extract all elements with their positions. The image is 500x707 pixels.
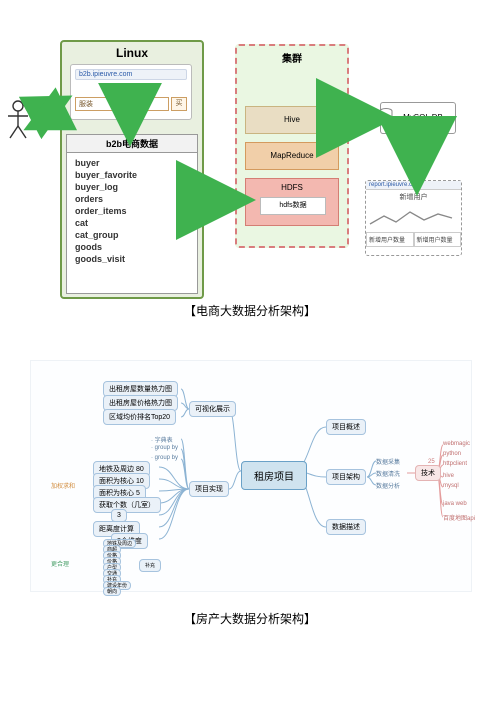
- hdfs-data-box: hdfs数据: [260, 197, 326, 215]
- cluster-region: 集群 Hive MapReduce HDFS hdfs数据: [235, 44, 349, 248]
- arch-subitem: 数据清洗: [376, 469, 400, 478]
- cluster-title: 集群: [237, 50, 347, 65]
- impl-sub2-aux: 补充: [139, 559, 161, 572]
- browser-window: b2b.ipieuvre.com 某电商平台 服装 买: [70, 64, 192, 120]
- report-cell: 新增用户数量: [366, 232, 414, 247]
- arch-subitem: 数据分析: [376, 481, 400, 490]
- table-name: goods: [75, 241, 189, 253]
- impl-item: · group by: [151, 445, 178, 451]
- tech-item: mysql: [443, 483, 459, 489]
- data-source-list: buyerbuyer_favoritebuyer_logordersorder_…: [67, 153, 197, 269]
- fig2-caption: 【房产大数据分析架构】: [0, 610, 500, 627]
- mysql-db-node: MySQL DB: [380, 102, 456, 134]
- data-source-header: b2b电商数据: [67, 135, 197, 153]
- search-input[interactable]: 服装: [75, 97, 169, 111]
- report-cell: 新增用户数量: [414, 232, 462, 247]
- report-chart-title: 新增用户: [366, 190, 461, 204]
- table-name: goods_visit: [75, 253, 189, 265]
- impl-item: · 字典表: [151, 435, 173, 444]
- tech-item: webmagic: [443, 441, 470, 447]
- tech-item: httpclient: [443, 461, 467, 467]
- tech-item: java web: [443, 501, 467, 507]
- table-name: buyer: [75, 157, 189, 169]
- report-url: report.ipieuvre.com: [366, 181, 461, 190]
- vis-item: 区域均价排名Top20: [103, 409, 176, 425]
- tech-node: 技术: [415, 465, 441, 481]
- side-label: 更合理: [51, 559, 69, 568]
- impl-sub2: 朝向: [103, 587, 121, 596]
- data-source-box: b2b电商数据 buyerbuyer_favoritebuyer_logorde…: [66, 134, 198, 294]
- sparkline-icon: [366, 204, 456, 230]
- ecommerce-architecture-diagram: Linux b2b.ipieuvre.com 某电商平台 服装 买 b2b电商数…: [40, 40, 460, 298]
- realestate-architecture-mindmap: 租房项目 项目概述项目架构数据描述 数据采集数据清洗数据分析 技术25 webmagic…: [30, 360, 472, 592]
- mysql-label: MySQL DB: [403, 113, 443, 122]
- table-name: order_items: [75, 205, 189, 217]
- branch-node: 数据描述: [326, 519, 366, 535]
- fig1-caption: 【电商大数据分析架构】: [0, 302, 500, 319]
- table-name: buyer_favorite: [75, 169, 189, 181]
- browser-url: b2b.ipieuvre.com: [75, 69, 187, 80]
- hdfs-label: HDFS: [246, 181, 338, 195]
- mapreduce-layer: MapReduce: [245, 142, 339, 170]
- linux-title: Linux: [62, 46, 202, 60]
- table-name: cat: [75, 217, 189, 229]
- tech-item: python: [443, 451, 461, 457]
- branch-node: 可视化展示: [189, 401, 236, 417]
- side-label: 加权求和: [51, 481, 75, 490]
- branch-node: 项目概述: [326, 419, 366, 435]
- table-name: orders: [75, 193, 189, 205]
- user-icon: [6, 100, 30, 140]
- report-window: report.ipieuvre.com 新增用户 新增用户数量 新增用户数量: [365, 180, 462, 256]
- tech-item: 百度地图api: [443, 513, 475, 522]
- table-name: buyer_log: [75, 181, 189, 193]
- database-icon: [379, 108, 393, 128]
- table-name: cat_group: [75, 229, 189, 241]
- mindmap-root: 租房项目: [241, 461, 307, 490]
- linux-region: Linux b2b.ipieuvre.com 某电商平台 服装 买 b2b电商数…: [60, 40, 204, 299]
- branch-node: 项目架构: [326, 469, 366, 485]
- impl-sub: 获取个数（几室）: [93, 497, 161, 513]
- hdfs-layer: HDFS hdfs数据: [245, 178, 339, 226]
- tech-note: 25: [428, 459, 435, 465]
- impl-item: · group by: [151, 455, 178, 461]
- branch-node: 项目实现: [189, 481, 229, 497]
- search-button[interactable]: 买: [171, 97, 187, 111]
- tech-item: hive: [443, 473, 454, 479]
- hive-layer: Hive: [245, 106, 339, 134]
- arch-subitem: 数据采集: [376, 457, 400, 466]
- browser-subtitle: 某电商平台: [75, 83, 187, 93]
